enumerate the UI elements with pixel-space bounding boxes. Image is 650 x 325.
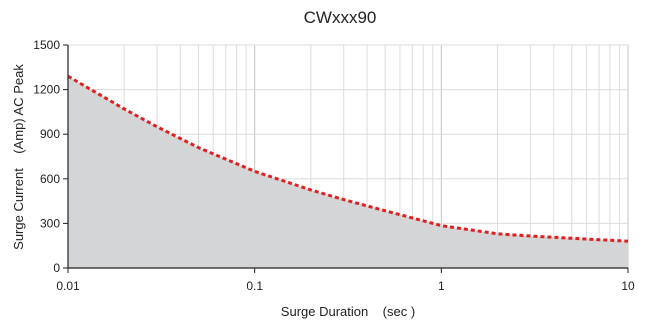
y-tick-label: 300 bbox=[40, 216, 60, 230]
x-axis-label: Surge Duration (sec ) bbox=[281, 304, 415, 319]
x-tick-label: 0.01 bbox=[56, 279, 80, 293]
y-tick-label: 900 bbox=[40, 127, 60, 141]
x-tick-label: 1 bbox=[438, 279, 445, 293]
y-tick-label: 600 bbox=[40, 172, 60, 186]
x-tick-label: 0.1 bbox=[246, 279, 263, 293]
chart-title: CWxxx90 bbox=[304, 8, 377, 27]
area-fill bbox=[68, 76, 628, 268]
y-tick-label: 1500 bbox=[33, 38, 60, 52]
y-axis-label: Surge Current (Amp) AC Peak bbox=[11, 64, 26, 250]
axes bbox=[67, 45, 628, 269]
y-tick-label: 1200 bbox=[33, 83, 60, 97]
y-tick-label: 0 bbox=[53, 261, 60, 275]
x-tick-label: 10 bbox=[621, 279, 635, 293]
series-line bbox=[67, 74, 629, 243]
x-axis-ticks: 0.01 0.1 1 10 bbox=[56, 268, 635, 293]
y-axis-ticks: 0 300 600 900 1200 1500 bbox=[33, 38, 68, 275]
